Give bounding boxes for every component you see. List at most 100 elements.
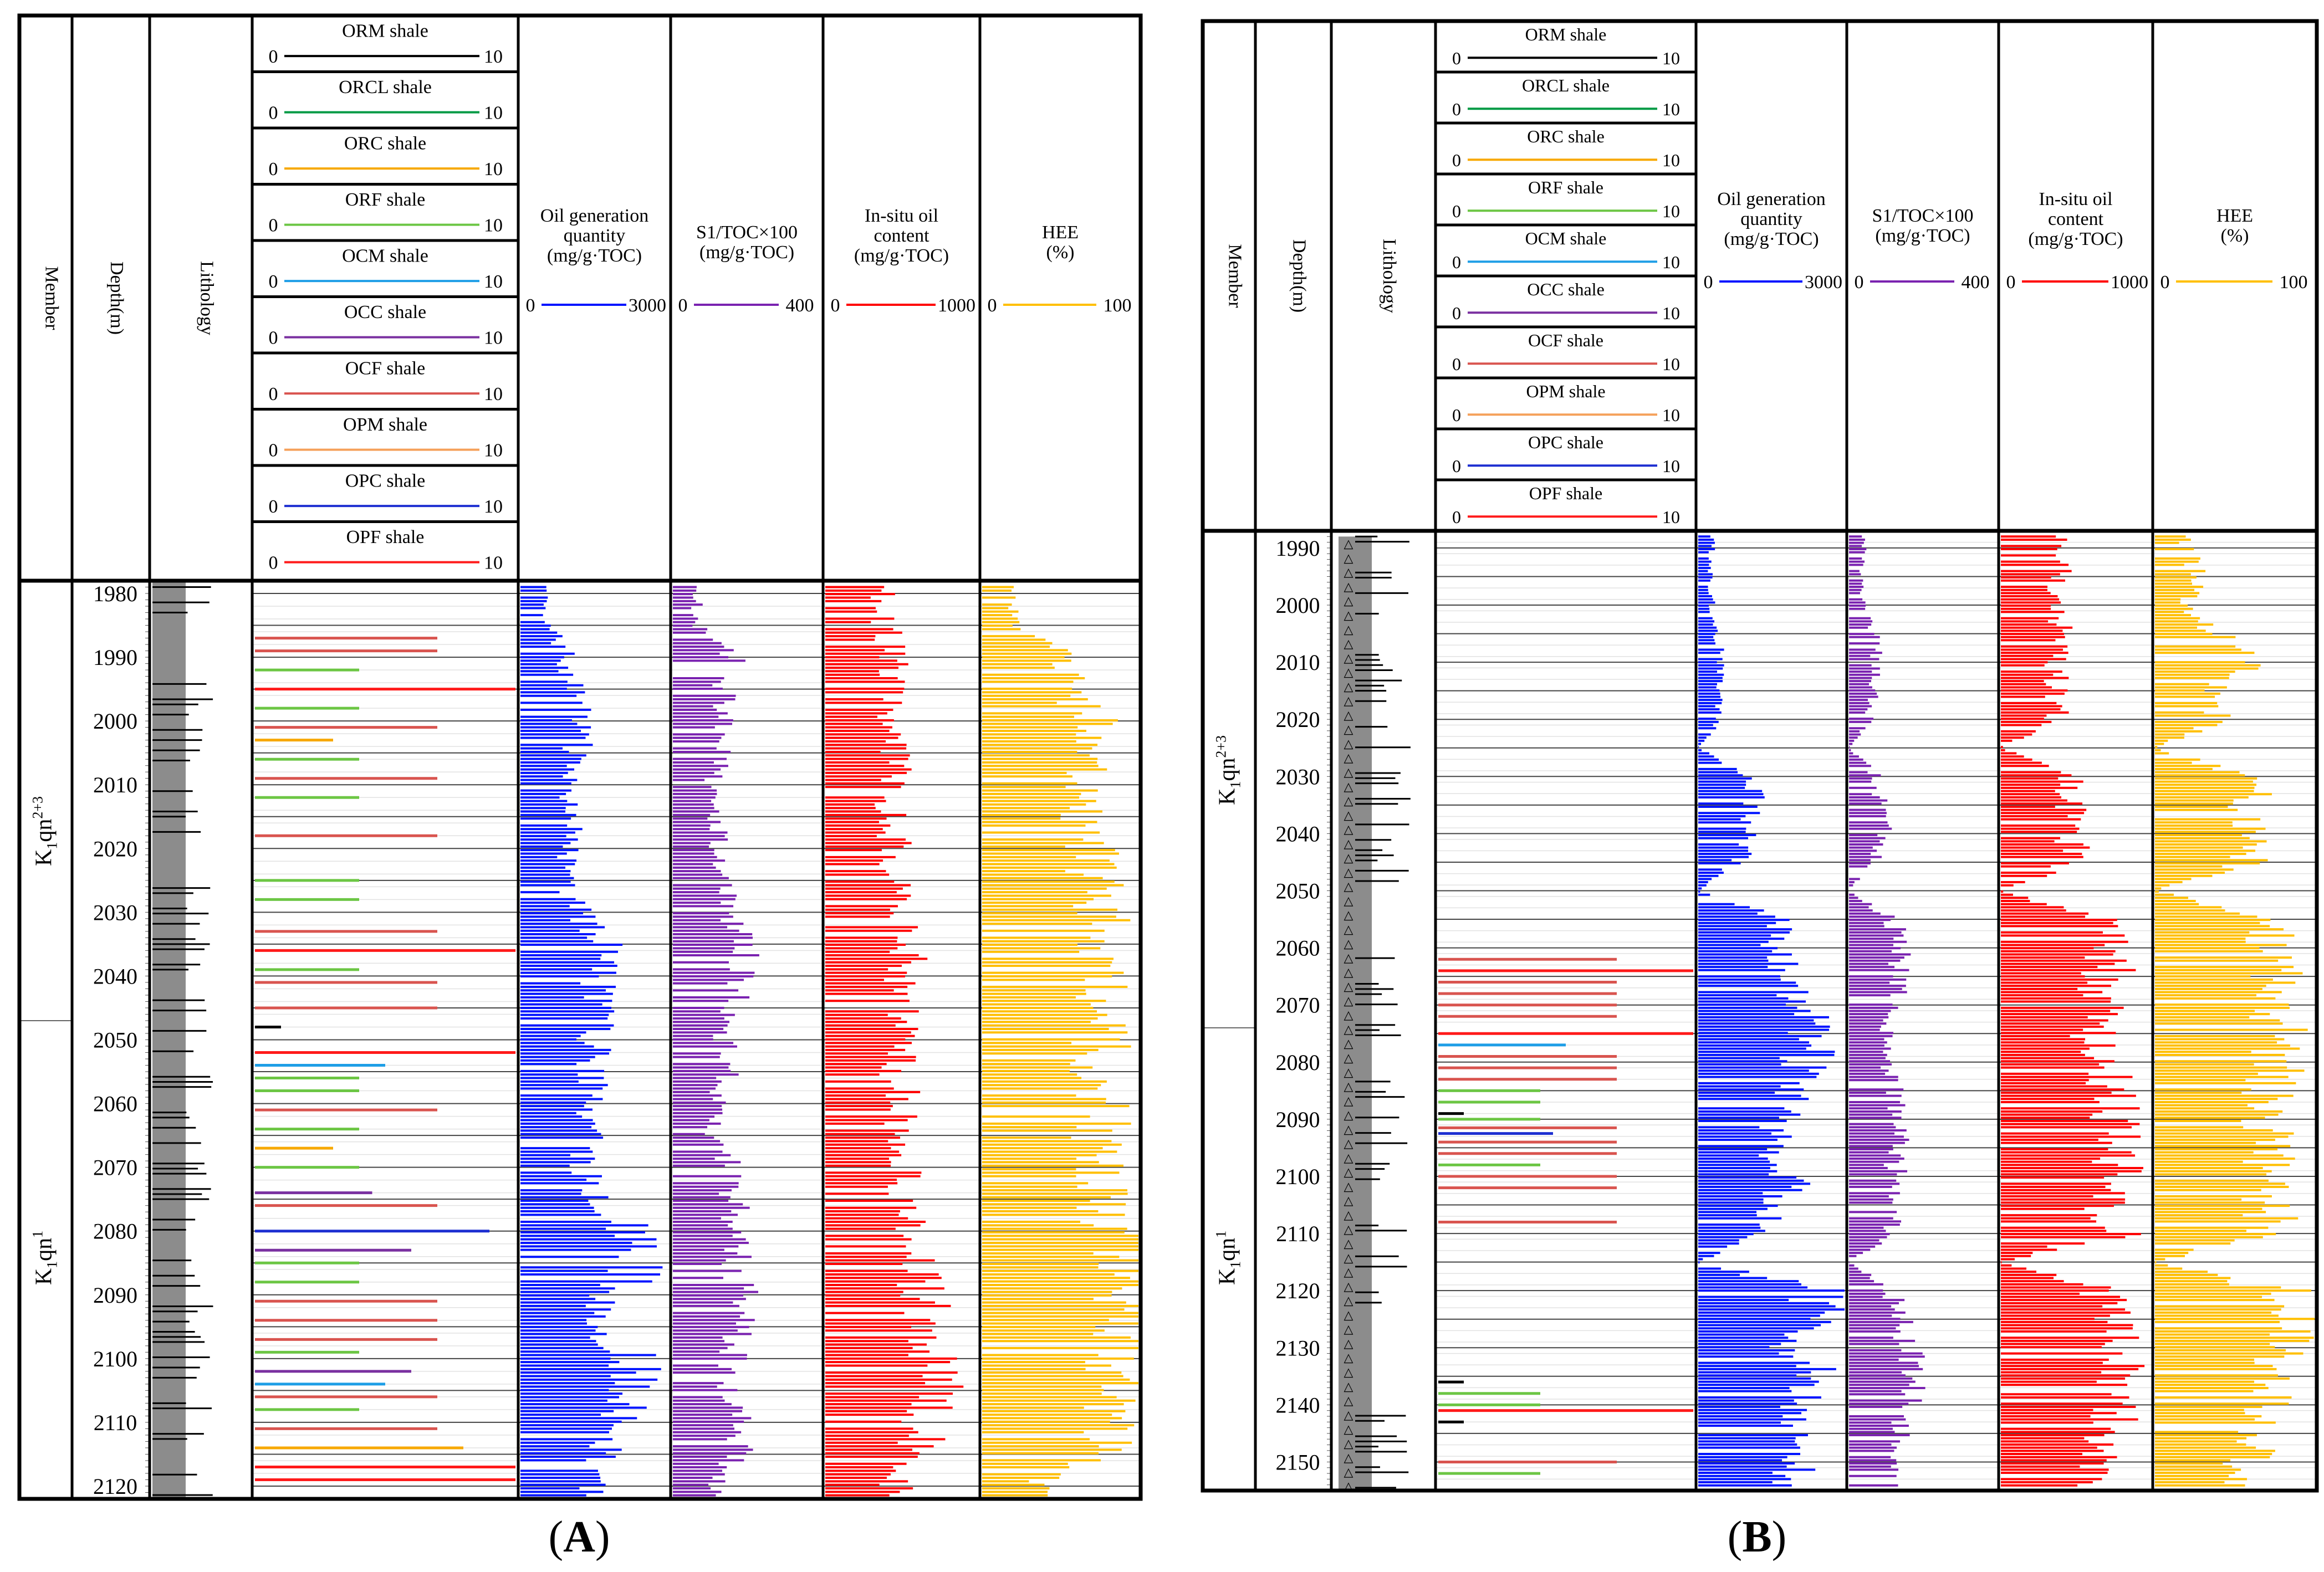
depth-tick-label: 2110: [94, 1410, 137, 1435]
legend-name: OPC shale: [1528, 432, 1603, 452]
member-label: K1qn2+3: [30, 796, 60, 866]
lithology-triangle-icon: △: [1344, 1351, 1353, 1365]
member-track: K1qn2+3 K1qn1: [19, 796, 72, 1285]
member-label-sub: 1: [1228, 1261, 1244, 1268]
outer-frame: [17, 13, 1143, 1501]
legend-max: 10: [484, 103, 503, 124]
track-title: HEE: [1042, 222, 1079, 243]
lithology-triangle-icon: △: [1344, 1079, 1353, 1093]
lithology-track: △△△△△△△△△△△△△△△△△△△△△△△△△△△△△△△△△△△△△△△△…: [1339, 535, 1411, 1493]
depth-tick-label: 2090: [93, 1283, 137, 1308]
track-title: Oil generation: [1717, 189, 1825, 209]
lithology-triangle-icon: △: [1344, 808, 1353, 822]
legend-min: 0: [1452, 252, 1461, 272]
lithology-triangle-icon: △: [1344, 694, 1353, 708]
lithology-triangle-icon: △: [1344, 1265, 1353, 1279]
caption-a: (A): [548, 1513, 610, 1561]
track-title: content: [2048, 209, 2104, 229]
legend-min: 0: [269, 441, 278, 461]
legend-name: ORC shale: [1527, 126, 1605, 146]
track-scale-min: 0: [2006, 272, 2016, 293]
track-unit: (mg/g·TOC): [699, 242, 794, 263]
member-label: K1qn2+3: [1213, 735, 1244, 805]
legend-min: 0: [269, 47, 278, 67]
column-title-depth: Depth(m): [1289, 239, 1310, 313]
lithology-triangle-icon: △: [1344, 708, 1353, 722]
depth-tick-label: 1990: [93, 645, 137, 670]
track-s1_toc: [673, 586, 759, 1497]
legend-name: OCC shale: [344, 302, 426, 322]
track-unit: (mg/g·TOC): [1724, 229, 1819, 249]
track-insitu: [825, 586, 964, 1497]
lithology-triangle-icon: △: [1344, 594, 1353, 608]
legend-min: 0: [1452, 354, 1461, 374]
lithology-triangle-icon: △: [1344, 765, 1353, 779]
depth-tick-label: 2110: [1276, 1221, 1320, 1246]
depth-tick-label: 2080: [1276, 1050, 1320, 1075]
lithology-triangle-icon: △: [1344, 751, 1353, 765]
track-scale-min: 0: [2160, 272, 2170, 293]
legend-name: OCF shale: [345, 359, 426, 379]
lithology-mudstone: [152, 581, 186, 1499]
lithology-triangle-icon: △: [1344, 637, 1353, 651]
legend-max: 10: [1662, 48, 1680, 68]
track-scale-min: 0: [678, 295, 688, 316]
track-title: In-situ oil: [865, 206, 938, 226]
lithology-triangle-icon: △: [1344, 1165, 1353, 1179]
lithology-triangle-icon: △: [1344, 1436, 1353, 1450]
depth-tick-label: 2150: [1276, 1450, 1320, 1474]
track-scale-min: 0: [1855, 272, 1864, 293]
depth-tick-label: 2020: [93, 836, 137, 861]
depth-tick-label: 2100: [1276, 1164, 1320, 1189]
lithology-triangle-icon: △: [1344, 1422, 1353, 1436]
legend-name: ORM shale: [342, 21, 428, 42]
legend-max: 10: [484, 216, 503, 236]
lithology-triangle-icon: △: [1344, 1379, 1353, 1393]
outer-frame: [1201, 19, 2319, 1493]
legend-name: OPM shale: [1526, 381, 1605, 401]
track-scale-min: 0: [1704, 272, 1713, 293]
track-scale-max: 3000: [629, 295, 666, 316]
legend-max: 10: [1662, 252, 1680, 272]
lithology-triangle-icon: △: [1344, 1151, 1353, 1165]
lithology-triangle-icon: △: [1344, 608, 1353, 622]
depth-tick-label: 2030: [1276, 764, 1320, 789]
lithology-triangle-icon: △: [1344, 994, 1353, 1007]
track-unit: (mg/g·TOC): [854, 245, 949, 266]
legend-min: 0: [269, 553, 278, 574]
track-unit: (mg/g·TOC): [547, 245, 642, 266]
track-oil_generation: [520, 586, 663, 1497]
depth-tick-label: 2140: [1276, 1392, 1320, 1417]
lithology-triangle-icon: △: [1344, 894, 1353, 908]
track-title: quantity: [564, 226, 625, 246]
lithology-triangle-icon: △: [1344, 1337, 1353, 1350]
lithology-triangle-icon: △: [1344, 1465, 1353, 1479]
member-label-sup: 1: [30, 1231, 46, 1238]
lithology-triangle-icon: △: [1344, 951, 1353, 965]
legend-max: 10: [1662, 150, 1680, 170]
shale-track: [1438, 957, 1693, 1475]
caption-a-letter: A: [563, 1513, 595, 1561]
depth-tick-label: 2070: [93, 1155, 137, 1180]
legend-min: 0: [1452, 48, 1461, 68]
legend-min: 0: [1452, 405, 1461, 425]
legend-name: OPF shale: [1529, 483, 1602, 503]
legend-min: 0: [269, 328, 278, 349]
legend-max: 10: [484, 496, 503, 517]
panel-b: △△△△△△△△△△△△△△△△△△△△△△△△△△△△△△△△△△△△△△△△…: [1201, 19, 2319, 1493]
member-label-sub: 1: [44, 1261, 60, 1268]
member-label: K1qn1: [30, 1231, 60, 1285]
legend-min: 0: [1452, 507, 1461, 527]
member-label-k: K: [1215, 1268, 1240, 1285]
member-label-k: K: [32, 849, 57, 866]
frame: [17, 13, 1143, 1501]
legend-min: 0: [269, 159, 278, 180]
track-unit: (mg/g·TOC): [2028, 229, 2123, 249]
depth-tick-label: 2120: [93, 1474, 137, 1499]
lithology-triangle-icon: △: [1344, 780, 1353, 793]
legend-name: ORF shale: [1528, 177, 1603, 197]
legend-min: 0: [1452, 303, 1461, 323]
legend-name: ORF shale: [345, 190, 426, 210]
depth-tick-label: 2060: [1276, 936, 1320, 961]
